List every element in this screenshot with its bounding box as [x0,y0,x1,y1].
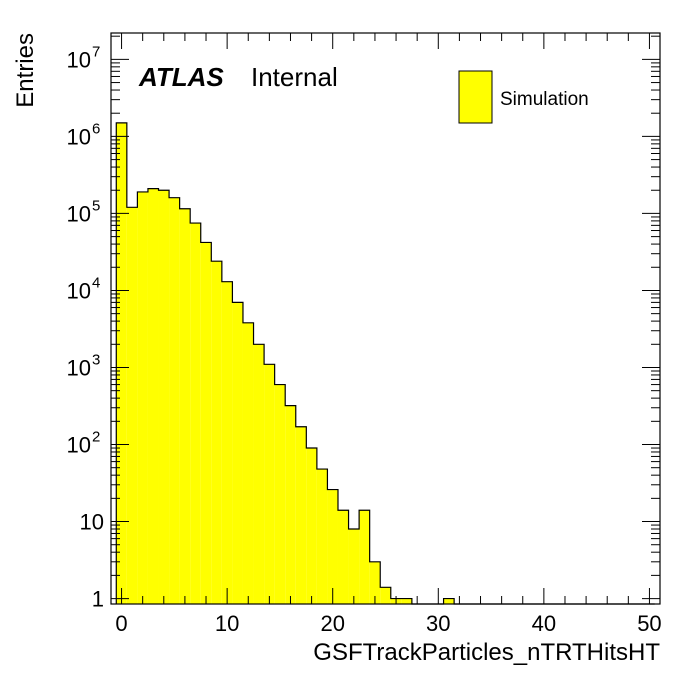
y-tick-label-base: 10 [80,510,104,535]
histogram-bar [169,197,180,605]
histogram-bar [380,587,391,604]
y-tick-label-base: 10 [67,124,91,149]
atlas-label: ATLAS [138,62,224,92]
histogram-bar [221,281,233,604]
legend-label-simulation: Simulation [500,89,589,110]
y-tick-label: 10 5 [67,197,101,226]
histogram-bar [295,426,307,604]
histogram-bar [316,469,328,604]
x-tick-label: 40 [532,611,556,636]
y-tick-label-exponent: 6 [92,120,100,137]
y-tick-label: 1 [92,587,104,612]
legend: Simulation [458,70,589,124]
histogram-bar [137,191,148,605]
histogram-bar [348,529,360,604]
x-axis-title: GSFTrackParticles_nTRTHitsHT [313,639,660,666]
legend-swatch-simulation [458,70,493,124]
histogram-bar [190,223,201,604]
atlas-status-label: Internal [251,62,338,92]
x-tick-label: 10 [215,611,239,636]
histogram-bar [369,561,381,604]
histogram-bar [274,384,286,604]
histogram-bar [327,489,338,604]
y-tick-label-base: 1 [92,587,104,612]
histogram-bar [253,344,265,604]
histogram-bar [242,322,254,604]
y-tick-label-base: 10 [67,355,91,380]
y-tick-label-exponent: 3 [92,351,100,368]
y-tick-label: 10 7 [67,43,101,72]
histogram-bar [264,364,275,604]
histogram-bar [116,122,127,605]
y-tick-label: 10 6 [67,120,101,149]
histogram-bar [337,510,349,604]
y-tick-label: 10 4 [67,274,101,303]
histogram-bars [115,122,655,605]
histogram-bar [359,510,370,604]
y-tick-label-base: 10 [67,433,91,458]
y-tick-label-exponent: 7 [92,43,100,60]
histogram-bar [126,207,138,604]
y-tick-label-base: 10 [67,278,91,303]
y-tick-label-exponent: 2 [92,429,100,446]
histogram-bar [443,598,455,604]
y-tick-label: 10 3 [67,351,101,380]
x-tick-label: 20 [320,611,344,636]
x-tick-label: 50 [637,611,661,636]
y-tick-label-base: 10 [67,47,91,72]
plot-frame [110,32,661,605]
y-tick-label-exponent: 4 [92,274,100,291]
histogram-bar [211,261,222,604]
histogram-bar [306,448,317,604]
axis-ticks [111,33,660,604]
histogram-bar [158,190,170,605]
y-tick-label-exponent: 5 [92,197,100,214]
x-tick-label: 0 [115,611,127,636]
histogram-bar [147,188,159,605]
y-tick-label: 10 2 [67,429,101,458]
y-tick-label-base: 10 [67,201,91,226]
x-tick-label: 30 [426,611,450,636]
histogram-bar [401,598,412,604]
histogram-bar [285,405,296,604]
histogram-bar [179,208,191,605]
y-tick-label: 10 [80,510,104,535]
y-axis-title: Entries [12,33,39,108]
histogram-bar [232,302,243,604]
histogram-bar [200,242,212,605]
